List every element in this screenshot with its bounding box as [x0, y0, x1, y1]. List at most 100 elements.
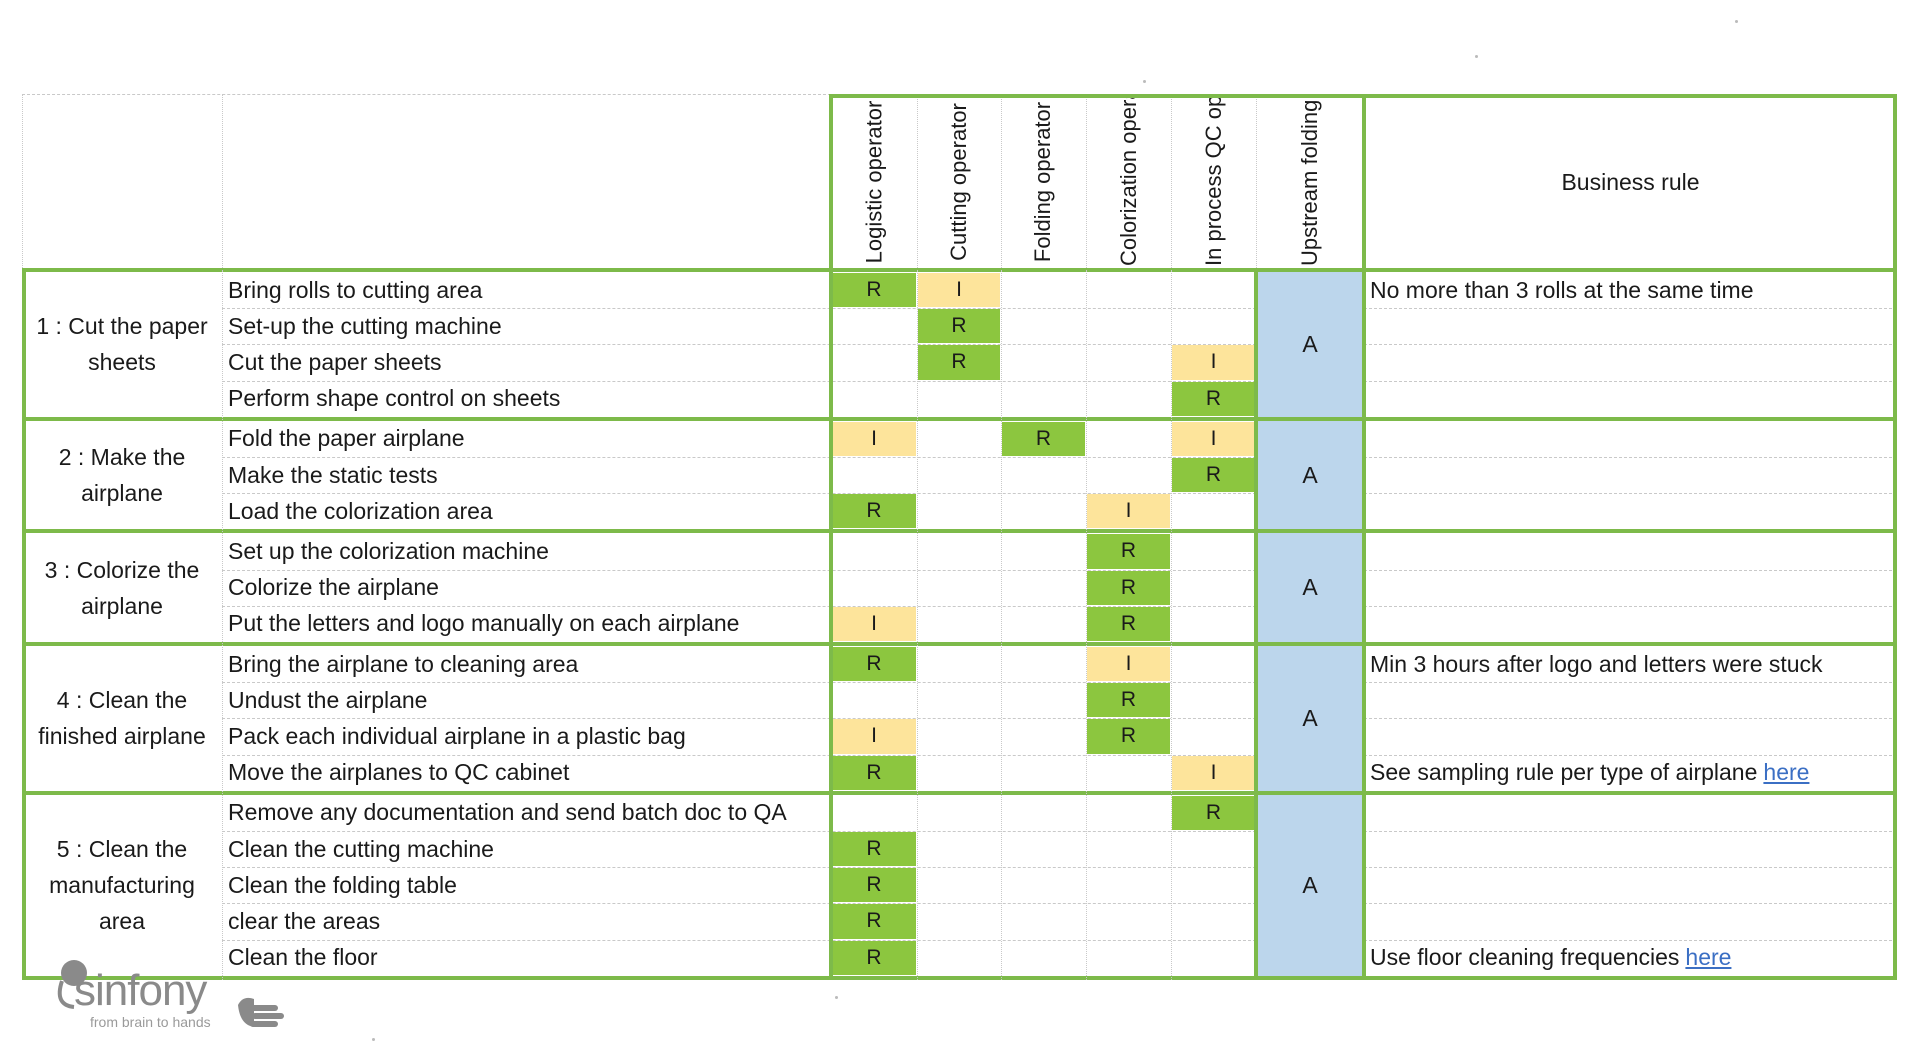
raci-cell: I — [918, 273, 1000, 308]
raci-cell — [1002, 941, 1085, 975]
business-rule-cell — [1364, 903, 1897, 939]
raci-cell: R — [1172, 381, 1255, 416]
activity-cell: Clean the floor — [228, 944, 378, 971]
raci-cell: I — [1087, 494, 1170, 529]
raci-cell: R — [1087, 683, 1170, 718]
activity-cell: Load the colorization area — [228, 497, 493, 524]
row-divider — [222, 831, 1256, 832]
row-divider — [1364, 605, 1897, 607]
accountable-cell: A — [1256, 794, 1364, 976]
raci-cell — [1087, 273, 1170, 307]
raci-cell: R — [1172, 458, 1255, 493]
raci-cell — [918, 382, 1000, 416]
role-header-divider — [1086, 94, 1087, 270]
raci-cell — [1087, 868, 1170, 902]
raci-cell — [1002, 571, 1085, 605]
raci-cell — [832, 796, 916, 830]
raci-cell — [1172, 647, 1255, 681]
green-line — [22, 270, 26, 980]
raci-cell — [918, 796, 1000, 830]
raci-cell: R — [832, 273, 916, 308]
raci-cell: R — [832, 832, 916, 867]
column-divider — [917, 270, 918, 980]
role-header: Colorization operator — [1086, 94, 1171, 270]
business-rule-link[interactable]: here — [1763, 759, 1810, 786]
activity-cell: Set up the colorization machine — [228, 537, 549, 564]
raci-cell: R — [832, 647, 916, 682]
raci-cell — [918, 868, 1000, 902]
activity-cell: Move the airplanes to QC cabinet — [228, 759, 570, 786]
raci-cell — [1002, 309, 1085, 343]
raci-cell — [918, 683, 1000, 717]
raci-cell: R — [1172, 795, 1255, 830]
raci-cell — [1002, 273, 1085, 307]
role-header: In process QC operator — [1171, 94, 1256, 270]
raci-cell: I — [832, 606, 916, 641]
business-rule-cell — [1364, 381, 1897, 417]
row-divider — [222, 718, 1256, 720]
activity-cell: Clean the folding table — [228, 871, 457, 898]
business-rule-cell — [1364, 344, 1897, 380]
raci-cell — [832, 345, 916, 379]
raci-cell — [918, 832, 1000, 866]
logo-wordmark: sinfony — [74, 966, 207, 1015]
raci-cell — [1087, 941, 1170, 975]
business-rule-cell — [1364, 493, 1897, 529]
raci-cell — [1087, 796, 1170, 830]
raci-cell — [1172, 273, 1255, 307]
row-divider — [222, 380, 1256, 382]
accountable-cell: A — [1256, 646, 1364, 791]
raci-cell — [1002, 868, 1085, 902]
column-divider — [1086, 270, 1087, 980]
raci-cell — [1172, 868, 1255, 902]
row-divider — [222, 308, 1256, 310]
accountable-cell: A — [1256, 272, 1364, 417]
role-header-label: Cutting operator — [946, 103, 972, 261]
raci-cell — [1172, 607, 1255, 641]
header-top-line — [22, 94, 831, 95]
business-rule-cell — [1364, 570, 1897, 606]
business-rule-text: No more than 3 rolls at the same time — [1370, 276, 1754, 303]
raci-cell — [1087, 345, 1170, 379]
raci-cell — [1172, 683, 1255, 717]
raci-cell: R — [1087, 570, 1170, 605]
business-rule-cell — [1364, 831, 1897, 867]
column-divider — [1001, 270, 1002, 980]
raci-cell — [1087, 382, 1170, 416]
activity-cell: Put the letters and logo manually on eac… — [228, 610, 740, 637]
role-header: Cutting operator — [917, 94, 1001, 270]
raci-cell — [1172, 832, 1255, 866]
row-divider — [222, 754, 1256, 756]
raci-cell — [1002, 534, 1085, 568]
accountable-cell: A — [1256, 420, 1364, 530]
activity-cell: Remove any documentation and send batch … — [228, 799, 787, 826]
row-divider — [222, 457, 1256, 458]
raci-cell: I — [832, 421, 916, 456]
raci-cell — [1002, 756, 1085, 790]
business-rule-cell — [1364, 308, 1897, 344]
raci-cell — [1172, 904, 1255, 938]
raci-cell — [918, 422, 1000, 456]
role-header-label: Logistic operator — [861, 100, 886, 264]
business-rule-cell — [1364, 867, 1897, 903]
business-rule-cell — [1364, 795, 1897, 831]
raci-cell — [918, 719, 1000, 753]
raci-matrix: Logistic operator Cutting operator Folding… — [22, 94, 1897, 980]
raci-cell — [1172, 494, 1255, 528]
activity-cell: Cut the paper sheets — [228, 348, 442, 375]
raci-cell: I — [1172, 421, 1255, 456]
activity-cell: clear the areas — [228, 907, 381, 934]
group-label: 5 : Clean the manufacturing area — [49, 836, 195, 935]
logo-tagline: from brain to hands — [90, 1014, 211, 1030]
row-divider — [1364, 308, 1897, 310]
business-rule-cell — [1364, 533, 1897, 569]
role-header: Upstream folding area supervisor — [1256, 94, 1364, 270]
green-line — [22, 975, 1897, 980]
raci-cell: R — [1087, 534, 1170, 569]
activity-cell: Colorize the airplane — [228, 574, 439, 601]
activity-cell: Clean the cutting machine — [228, 835, 494, 862]
business-rule-link[interactable]: here — [1685, 944, 1732, 971]
activity-cell: Pack each individual airplane in a plast… — [228, 722, 686, 749]
raci-cell — [832, 458, 916, 492]
green-line — [1254, 270, 1258, 980]
